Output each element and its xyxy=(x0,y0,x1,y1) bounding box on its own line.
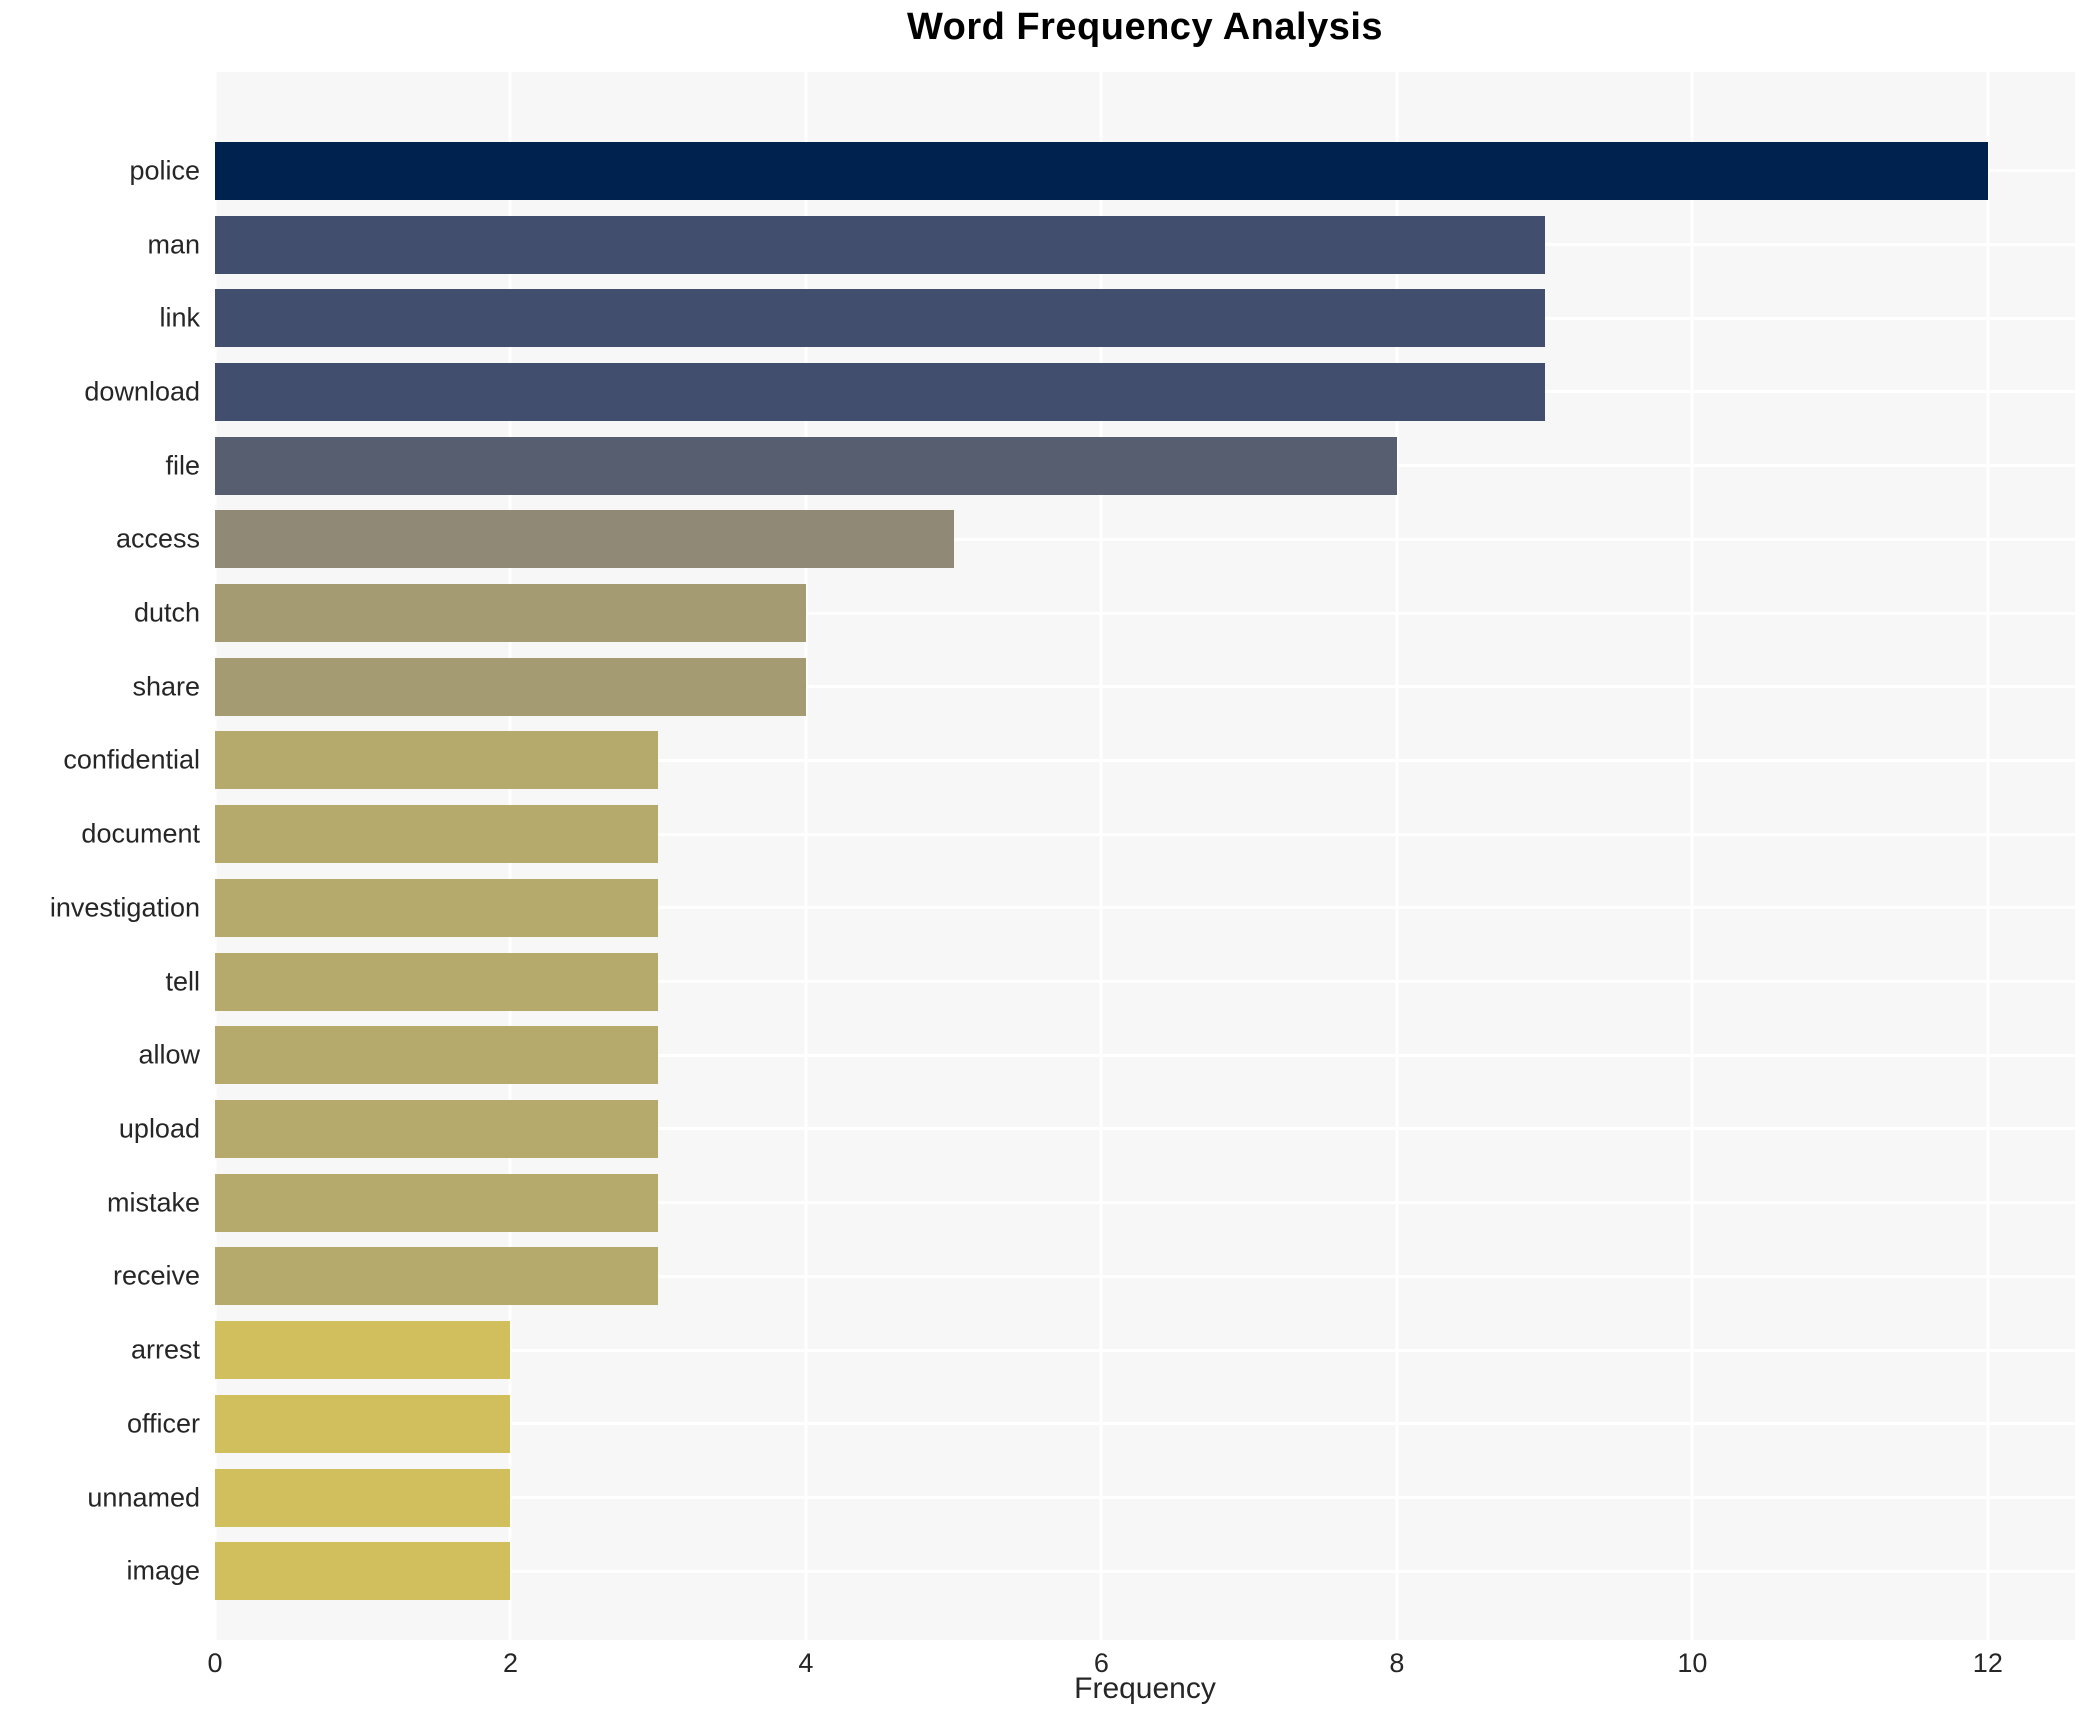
bar-row: allow xyxy=(138,1018,2075,1092)
frequency-bar xyxy=(215,1394,511,1453)
category-label: allow xyxy=(138,1039,200,1070)
frequency-bar xyxy=(215,584,806,643)
category-label: officer xyxy=(126,1408,200,1439)
frequency-bar xyxy=(215,215,1545,274)
x-tick-label: 6 xyxy=(1093,1648,1109,1678)
category-label: confidential xyxy=(63,744,200,775)
category-label: man xyxy=(147,229,200,260)
bar-rows-container: police man link download file access dutch shar… xyxy=(50,134,2075,1608)
x-gridline xyxy=(1099,72,1103,1640)
bar-row: document xyxy=(81,797,2075,871)
x-gridline xyxy=(1690,72,1694,1640)
category-label: image xyxy=(126,1555,200,1586)
x-tick-label: 12 xyxy=(1972,1648,2003,1678)
frequency-bar xyxy=(215,436,1397,495)
bar-row: upload xyxy=(119,1092,2075,1166)
frequency-bar xyxy=(215,289,1545,348)
bar-row: police xyxy=(129,134,2075,208)
frequency-bar xyxy=(215,1173,659,1232)
x-gridline xyxy=(804,72,808,1640)
frequency-bar xyxy=(215,657,806,716)
category-label: dutch xyxy=(133,597,200,628)
bar-row: link xyxy=(159,281,2075,355)
plot-area: police man link download file access dutch shar… xyxy=(50,72,2075,1640)
category-label: access xyxy=(115,523,200,554)
x-tick-label: 8 xyxy=(1389,1648,1405,1678)
x-gridline xyxy=(1395,72,1399,1640)
bar-row: dutch xyxy=(134,576,2075,650)
frequency-bar xyxy=(215,1247,659,1306)
category-label: tell xyxy=(165,966,200,997)
bar-row: officer xyxy=(127,1387,2075,1461)
bar-row: arrest xyxy=(131,1313,2075,1387)
category-label: share xyxy=(132,671,200,702)
category-label: file xyxy=(165,450,200,481)
bar-row: receive xyxy=(113,1240,2075,1314)
category-label: document xyxy=(81,818,200,849)
x-gridline xyxy=(1986,72,1990,1640)
bar-row: share xyxy=(132,650,2075,724)
x-tick-label: 10 xyxy=(1677,1648,1708,1678)
category-label: upload xyxy=(118,1113,200,1144)
bar-row: tell xyxy=(165,945,2075,1019)
bar-row: image xyxy=(126,1534,2075,1608)
category-label: unnamed xyxy=(87,1482,200,1512)
category-label: arrest xyxy=(130,1334,200,1365)
frequency-bar xyxy=(215,1542,511,1601)
frequency-bar xyxy=(215,878,659,937)
x-tick-label: 0 xyxy=(207,1648,223,1678)
frequency-bar xyxy=(215,141,1988,200)
category-label: download xyxy=(84,376,200,407)
category-label: police xyxy=(129,155,200,186)
frequency-bar xyxy=(215,1099,659,1158)
frequency-bar xyxy=(215,952,659,1011)
category-label: link xyxy=(159,302,200,333)
bar-row: download xyxy=(84,355,2075,429)
x-axis: 0 2 4 6 8 10 12 xyxy=(0,1640,2095,1710)
frequency-bar xyxy=(215,1468,511,1527)
category-label: investigation xyxy=(49,892,200,923)
x-axis-title: Frequency xyxy=(1074,1672,1216,1705)
frequency-bar xyxy=(215,362,1545,421)
frequency-bar xyxy=(215,805,659,864)
category-label: mistake xyxy=(106,1187,200,1218)
bar-row: confidential xyxy=(63,724,2075,798)
category-label: receive xyxy=(112,1260,200,1291)
bar-row: unnamed xyxy=(87,1461,2075,1535)
frequency-bar xyxy=(215,731,659,790)
bar-row: mistake xyxy=(107,1166,2075,1240)
x-tick-label: 4 xyxy=(798,1648,814,1678)
frequency-bar xyxy=(215,1026,659,1085)
chart-title: Word Frequency Analysis xyxy=(906,6,1384,48)
x-tick-label: 2 xyxy=(502,1648,518,1678)
bar-row: access xyxy=(116,503,2075,577)
frequency-bar xyxy=(215,1321,511,1380)
bar-row: man xyxy=(147,208,2075,282)
bar-row: file xyxy=(165,429,2075,503)
frequency-bar xyxy=(215,510,954,569)
bar-row: investigation xyxy=(50,871,2075,945)
